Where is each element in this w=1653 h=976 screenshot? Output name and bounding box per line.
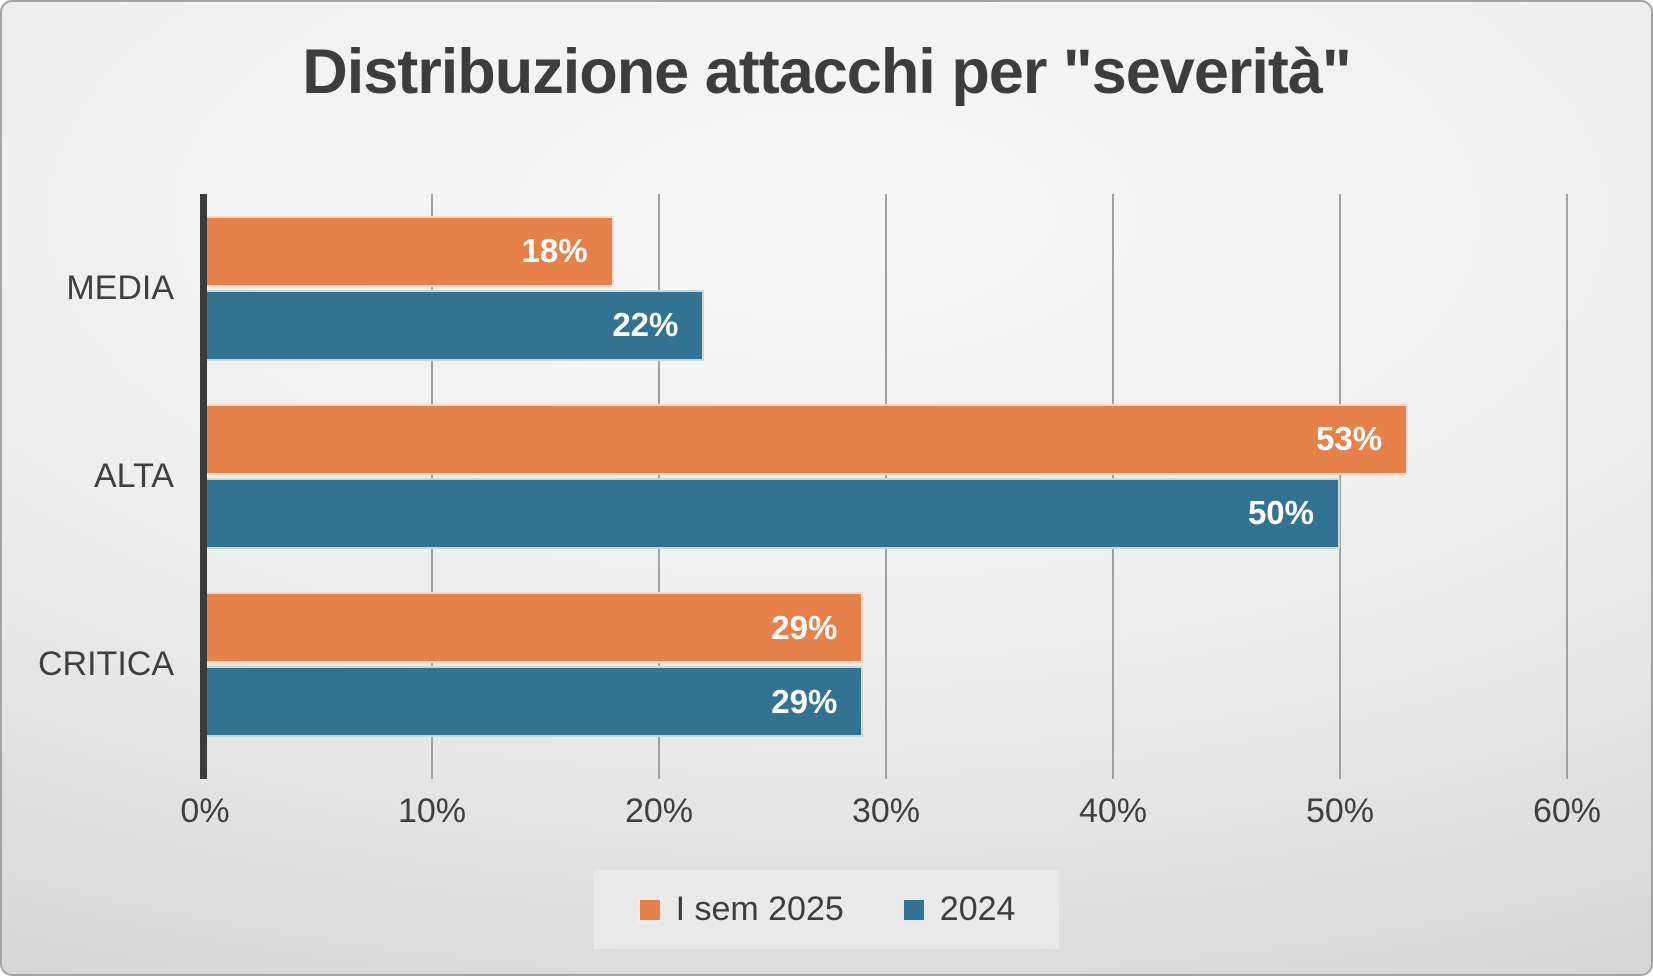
bar-group: 53% 50% (205, 382, 1567, 570)
x-axis-tick-label: 10% (397, 792, 467, 830)
y-axis-category-labels: MEDIA ALTA CRITICA (2, 194, 174, 759)
category-label: ALTA (94, 456, 174, 495)
bar-data-label: 53% (1316, 420, 1383, 458)
x-axis-tick-label: 30% (851, 792, 921, 830)
chart-title: Distribuzione attacchi per "severità" (302, 37, 1352, 107)
bar: 29% (205, 666, 864, 738)
bar: 29% (205, 592, 864, 664)
gridline (1339, 194, 1341, 779)
x-axis-tick-label: 50% (1305, 792, 1375, 830)
bar-group: 18% 22% (205, 194, 1567, 382)
x-axis-tick-label: 0% (180, 792, 230, 830)
legend-item: 2024 (901, 890, 1016, 929)
x-axis-tick-label: 60% (1532, 792, 1602, 830)
bar: 53% (205, 403, 1409, 475)
plot-area: 18% 22% 53% 50% 29% 29% (200, 194, 1568, 779)
legend-item: I sem 2025 (637, 890, 844, 929)
bar-groups: 18% 22% 53% 50% 29% 29% (205, 194, 1567, 759)
category-label: CRITICA (38, 645, 174, 684)
gridline (1566, 194, 1568, 779)
x-axis-tick-labels: 0% 10% 20% 30% 40% 50% 60% (180, 792, 1601, 842)
legend-row: I sem 2025 2024 (2, 870, 1651, 949)
legend-swatch-icon (637, 897, 662, 922)
bar: 22% (205, 289, 705, 361)
bar: 18% (205, 215, 614, 287)
bar-data-label: 29% (771, 682, 838, 720)
category-label: MEDIA (66, 268, 174, 307)
bar-data-label: 29% (771, 608, 838, 646)
legend-label: 2024 (939, 890, 1016, 928)
legend: I sem 2025 2024 (593, 870, 1060, 949)
bar-group: 29% 29% (205, 571, 1567, 759)
y-axis-line (200, 194, 207, 779)
bar-data-label: 18% (521, 232, 588, 270)
legend-swatch-icon (901, 897, 926, 922)
x-axis-tick-label: 40% (1078, 792, 1148, 830)
bar-data-label: 50% (1247, 494, 1314, 532)
x-axis-tick-label: 20% (624, 792, 694, 830)
bar-data-label: 22% (612, 306, 679, 344)
bar: 50% (205, 477, 1340, 549)
legend-label: I sem 2025 (675, 890, 844, 928)
